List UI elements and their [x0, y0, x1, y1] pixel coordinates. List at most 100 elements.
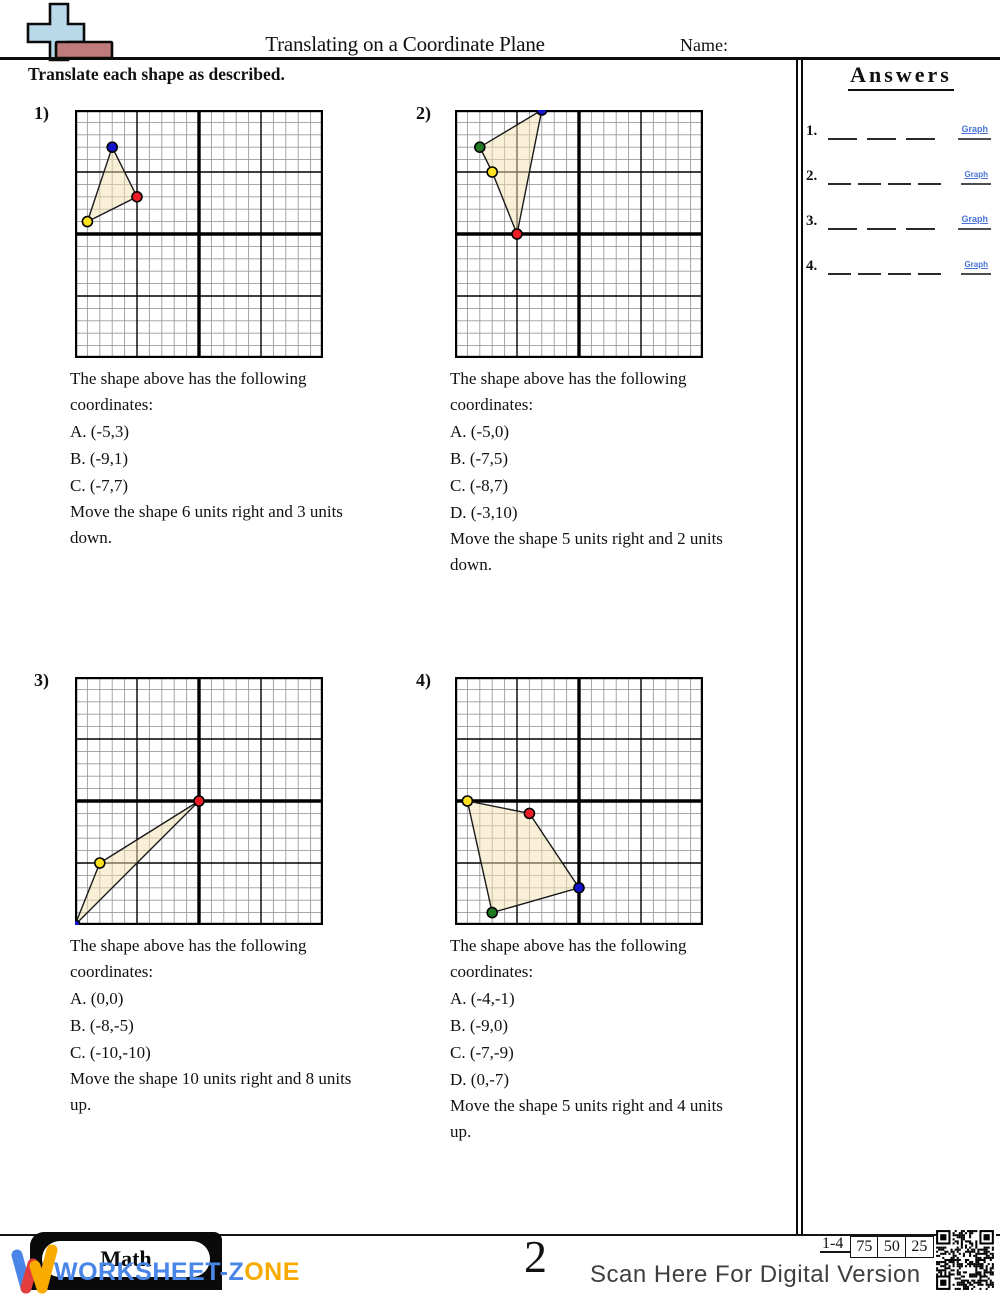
move-instruction: up.: [70, 1095, 92, 1114]
worksheet-zone-logo: WORKSHEET-ZONE: [8, 1240, 299, 1294]
answer-number: 2.: [806, 168, 818, 184]
move-instruction: Move the shape 5 units right and 4 units: [450, 1096, 723, 1115]
translated-shape: [86, 146, 138, 223]
graph-blank: Graph: [961, 164, 991, 185]
coordinate-item: A. (-4,-1): [450, 989, 515, 1008]
answer-blank[interactable]: [858, 262, 881, 275]
answer-blanks[interactable]: [828, 127, 935, 140]
graph-link[interactable]: Graph: [961, 214, 988, 224]
problem-3-text: The shape above has the following coordi…: [70, 933, 410, 1118]
problem-3-coordinate-grid: [75, 677, 323, 925]
vertex-point-C: [486, 906, 499, 919]
answer-blank[interactable]: [888, 172, 911, 185]
answer-blanks[interactable]: [828, 172, 941, 185]
answer-blank[interactable]: [918, 172, 941, 185]
answer-row-4: 4. Graph: [806, 249, 996, 275]
intro-line: coordinates:: [70, 962, 154, 981]
vertex-point-A: [131, 191, 143, 203]
vertex-point-B: [461, 795, 474, 807]
worksheet-instruction: Translate each shape as described.: [28, 64, 285, 84]
w-mark-icon: [11, 1244, 58, 1294]
graph-blank: Graph: [958, 119, 991, 140]
problem-4-coordinate-grid: [455, 677, 703, 925]
answer-blank[interactable]: [828, 127, 857, 140]
vertex-point-C: [106, 141, 119, 154]
footer-divider: [0, 1234, 1000, 1236]
minus-icon: [54, 40, 114, 60]
answer-blank[interactable]: [828, 217, 857, 230]
move-instruction: Move the shape 10 units right and 8 unit…: [70, 1069, 352, 1088]
graph-link[interactable]: Graph: [964, 260, 988, 269]
coordinate-item: D. (0,-7): [450, 1070, 510, 1089]
grid-border: [455, 110, 703, 358]
answer-blank[interactable]: [867, 127, 896, 140]
score-cell-25: 25: [904, 1236, 934, 1258]
answers-list: 1. Graph 2. Graph 3. Graph 4. Graph: [806, 114, 996, 294]
answers-heading: Answers: [848, 62, 954, 91]
coordinate-item: C. (-8,7): [450, 476, 509, 495]
grid-border: [455, 677, 703, 925]
vertex-point-B: [486, 166, 499, 178]
problem-1-number: 1): [34, 103, 49, 123]
scan-here-text: Scan Here For Digital Version: [590, 1261, 921, 1288]
coordinate-item: A. (0,0): [70, 989, 124, 1008]
score-cell-75: 75: [849, 1236, 879, 1258]
intro-line: coordinates:: [450, 962, 534, 981]
answer-blank[interactable]: [867, 217, 896, 230]
problem-4-number: 4): [416, 670, 431, 690]
problem-1-text: The shape above has the following coordi…: [70, 366, 410, 551]
grid-border: [75, 677, 323, 925]
graph-blank: Graph: [958, 209, 991, 230]
vertex-point-B: [81, 215, 94, 228]
vertex-point-A: [193, 795, 205, 807]
answer-blanks[interactable]: [828, 262, 941, 275]
coordinate-item: B. (-9,0): [450, 1016, 509, 1035]
answer-blank[interactable]: [828, 172, 851, 185]
intro-line: coordinates:: [450, 395, 534, 414]
answer-row-3: 3. Graph: [806, 204, 996, 230]
graph-link[interactable]: Graph: [961, 124, 988, 134]
coordinate-item: D. (-3,10): [450, 503, 518, 522]
vertex-point-A: [511, 228, 523, 240]
problem-3-number: 3): [34, 670, 49, 690]
answer-blank[interactable]: [906, 217, 935, 230]
answer-blank[interactable]: [888, 262, 911, 275]
intro-line: The shape above has the following: [70, 369, 307, 388]
move-instruction: up.: [450, 1122, 472, 1141]
grid-border: [75, 110, 323, 358]
coordinate-item: C. (-7,-9): [450, 1043, 514, 1062]
intro-line: The shape above has the following: [450, 936, 687, 955]
intro-line: coordinates:: [70, 395, 154, 414]
coordinate-item: B. (-9,1): [70, 449, 129, 468]
coordinate-item: C. (-7,7): [70, 476, 129, 495]
score-strip: 1-4 75 50 25: [820, 1236, 934, 1258]
answers-column-divider: [796, 57, 803, 1236]
vertex-point-A: [523, 807, 536, 820]
move-instruction: Move the shape 6 units right and 3 units: [70, 502, 343, 521]
problem-2-text: The shape above has the following coordi…: [450, 366, 790, 578]
answer-blank[interactable]: [858, 172, 881, 185]
answer-row-1: 1. Graph: [806, 114, 996, 140]
score-cell-50: 50: [877, 1236, 907, 1258]
answer-row-2: 2. Graph: [806, 159, 996, 185]
subject-badge-box: Math: [30, 1232, 222, 1290]
wordmark-amber: ONE: [244, 1258, 300, 1286]
move-instruction: down.: [70, 528, 113, 547]
coordinate-list: A. (-5,0) B. (-7,5) C. (-8,7) D. (-3,10): [450, 418, 790, 526]
graph-link[interactable]: Graph: [964, 170, 988, 179]
plus-icon: [26, 2, 114, 62]
translated-shape: [75, 800, 200, 925]
graph-blank: Graph: [961, 254, 991, 275]
page-title: Translating on a Coordinate Plane: [265, 32, 545, 56]
wordmark-blue: WORKSHEET-Z: [54, 1258, 245, 1286]
coordinate-item: A. (-5,3): [70, 422, 130, 441]
answer-blanks[interactable]: [828, 217, 935, 230]
move-instruction: Move the shape 5 units right and 2 units: [450, 529, 723, 548]
answer-blank[interactable]: [906, 127, 935, 140]
score-range-label: 1-4: [820, 1236, 852, 1253]
answer-blank[interactable]: [828, 262, 851, 275]
vertex-point-D: [536, 110, 548, 116]
coordinate-item: C. (-10,-10): [70, 1043, 151, 1062]
answer-blank[interactable]: [918, 262, 941, 275]
answer-number: 1.: [806, 123, 818, 139]
